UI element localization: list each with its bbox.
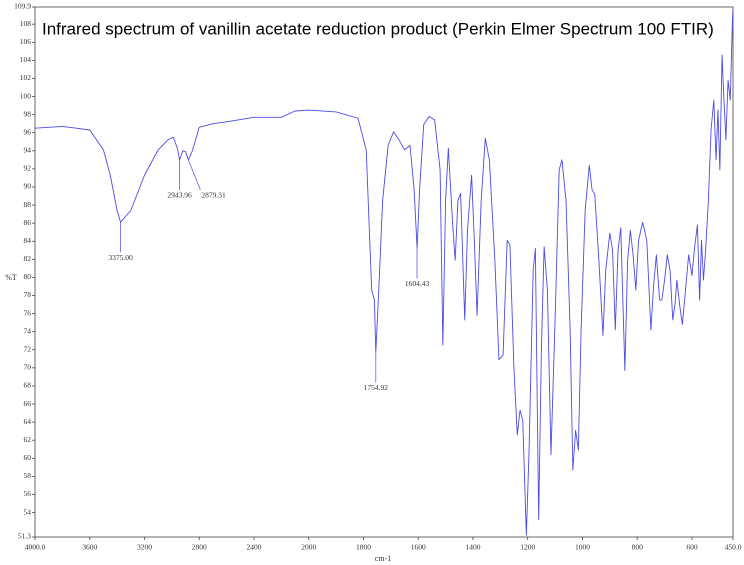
x-tick-label: 1600 (411, 543, 426, 552)
y-tick-label: 109.9 (14, 2, 31, 11)
y-tick-label: 60 (24, 453, 32, 462)
y-axis-label: %T (5, 273, 17, 282)
y-tick-label: 92 (24, 164, 32, 173)
x-tick-label: 2000 (301, 543, 316, 552)
x-tick-label: 600 (686, 543, 698, 552)
spectrum-line (34, 9, 734, 536)
x-tick-label: 4000.0 (25, 543, 46, 552)
y-tick-label: 74 (24, 326, 32, 335)
y-tick-label: 64 (24, 417, 32, 426)
y-tick-label: 104 (20, 55, 32, 64)
y-tick-label: 108 (20, 19, 32, 28)
x-tick-label: 1800 (356, 543, 371, 552)
y-tick-label: 84 (24, 236, 32, 245)
y-tick-label: 82 (24, 254, 32, 263)
y-tick-label: 90 (24, 182, 32, 191)
y-tick-label: 68 (24, 381, 32, 390)
x-tick-label: 2800 (192, 543, 207, 552)
x-tick-label: 800 (632, 543, 644, 552)
x-tick-label: 1400 (465, 543, 480, 552)
y-tick-label: 88 (24, 200, 32, 209)
x-tick-label: 1200 (520, 543, 535, 552)
y-tick-label: 102 (20, 73, 32, 82)
y-tick-label: 54 (24, 507, 32, 516)
peak-label: 1754.92 (364, 383, 389, 392)
plot-frame (34, 6, 734, 538)
y-tick-label: 70 (24, 363, 32, 372)
y-tick-label: 80 (24, 272, 32, 281)
y-tick-label: 94 (24, 146, 32, 155)
y-tick-label: 86 (24, 218, 32, 227)
y-tick-label: 98 (24, 109, 32, 118)
x-tick-label: 3200 (137, 543, 152, 552)
y-tick-label: 72 (24, 345, 32, 354)
y-tick-label: 78 (24, 290, 32, 299)
chart-title: Infrared spectrum of vanillin acetate re… (42, 19, 714, 38)
x-tick-label: 1000 (575, 543, 590, 552)
y-tick-label: 66 (24, 399, 32, 408)
x-tick-label: 450.0 (725, 543, 742, 552)
y-tick-label: 76 (24, 308, 32, 317)
y-tick-label: 51.3 (18, 532, 31, 541)
y-tick-label: 96 (24, 127, 32, 136)
peak-label: 2943.96 (167, 191, 192, 200)
peak-label: 3375.00 (108, 253, 133, 262)
x-tick-label: 3600 (82, 543, 97, 552)
y-tick-label: 106 (20, 37, 32, 46)
y-tick-label: 100 (20, 91, 32, 100)
x-axis-label: cm-1 (375, 554, 391, 563)
peak-label: 2879.31 (201, 191, 226, 200)
peak-label: 1604.43 (405, 279, 430, 288)
peak-leader (188, 159, 201, 190)
y-tick-label: 62 (24, 435, 32, 444)
y-tick-label: 56 (24, 489, 32, 498)
y-tick-label: 58 (24, 471, 32, 480)
x-tick-label: 2400 (246, 543, 261, 552)
